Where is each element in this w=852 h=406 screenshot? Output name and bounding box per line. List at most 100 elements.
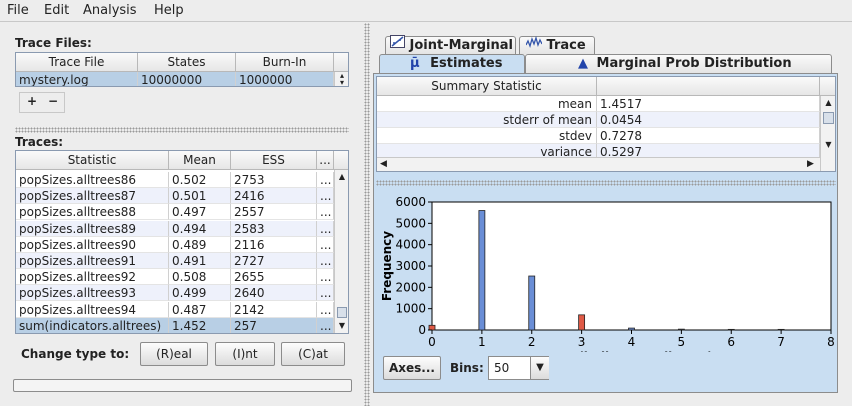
y-tick-label: 5000 [395,216,426,230]
trace-files-header: Trace File States Burn-In [16,53,348,72]
int-type-button[interactable]: (I)nt [215,342,275,366]
scroll-up-arrow-icon[interactable]: ▲ [338,172,346,181]
summary-stat-value: 1.4517 [597,96,820,112]
table-row[interactable]: popSizes.alltrees88 0.497 2557... [16,204,334,221]
summary-vscroll[interactable]: ▲ ▼ [820,96,835,171]
estimates-panel: Summary Statistic mean 1.4517 stderr of me… [373,73,838,393]
triangle-icon: ▲ [578,56,588,71]
tab-estimates[interactable]: μ̄ Estimates [379,54,525,73]
table-cell: 0.499 [169,285,231,302]
table-row[interactable]: popSizes.alltrees86 0.502 2753... [16,172,334,188]
progress-bar [13,379,352,392]
table-row[interactable]: popSizes.alltrees92 0.508 2655... [16,269,334,286]
histogram-bar [677,328,685,331]
remove-file-button[interactable]: − [47,94,59,108]
x-tick-label: 0 [428,335,436,349]
menu-edit[interactable]: Edit [44,3,70,18]
col-states[interactable]: States [138,53,236,72]
table-cell: ... [317,269,334,286]
col-mean[interactable]: Mean [169,151,231,170]
summary-row[interactable]: stdev 0.7278 [377,128,820,144]
tab-marginal-prob[interactable]: ▲ Marginal Prob Distribution [525,54,832,73]
table-cell: popSizes.alltrees88 [16,204,169,221]
table-cell: 0.494 [169,220,231,237]
scroll-up-arrow-icon[interactable]: ▲ [825,98,832,107]
trace-file-name: mystery.log [16,72,138,86]
split-divider[interactable] [15,127,349,133]
table-row[interactable]: popSizes.alltrees89 0.494 2583... [16,220,334,237]
real-type-button[interactable]: (R)eal [140,342,208,366]
histogram-bar [578,314,586,331]
y-tick-label: 4000 [395,238,426,252]
scroll-down-arrow-icon[interactable]: ▼ [338,321,346,330]
estimates-split-divider[interactable] [376,180,836,186]
x-tick-label: 3 [578,335,586,349]
menu-help[interactable]: Help [154,3,184,18]
scroll-left-arrow-icon[interactable]: ◀ [380,159,387,169]
col-summary-value[interactable] [597,77,820,96]
menu-analysis[interactable]: Analysis [83,3,137,18]
table-row[interactable]: popSizes.alltrees91 0.491 2727... [16,253,334,269]
table-cell: ... [317,220,334,237]
table-cell: 2655 [231,269,317,286]
tab-estimates-label: Estimates [430,56,503,71]
trace-file-row[interactable]: mystery.log 10000000 1000000 [16,72,334,86]
scroll-up-arrow-icon[interactable]: ▴ [339,71,344,80]
scroll-down-arrow-icon[interactable]: ▼ [825,140,832,149]
chevron-down-icon[interactable]: ▼ [530,357,549,379]
col-burn-in[interactable]: Burn-In [236,53,334,72]
summary-row[interactable]: mean 1.4517 [377,96,820,112]
summary-scroll-thumb[interactable] [823,112,834,124]
trace-files-label: Trace Files: [15,36,92,50]
table-cell: ... [317,317,334,333]
tab-trace[interactable]: Trace [519,35,595,54]
bins-select[interactable]: 50 ▼ [488,356,549,380]
y-tick-label: 1000 [395,302,426,316]
cat-type-button[interactable]: (C)at [281,342,345,366]
table-cell: popSizes.alltrees86 [16,172,169,188]
scatter-icon [390,35,405,53]
col-statistic[interactable]: Statistic [16,151,169,170]
tab-joint-marginal[interactable]: Joint-Marginal [385,35,516,54]
table-cell: 0.489 [169,236,231,253]
right-panel: Joint-Marginal Trace μ̄ Estimates ▲ Marg… [370,23,852,406]
scroll-down-arrow-icon[interactable]: ▾ [339,78,344,87]
summary-header: Summary Statistic [377,77,835,96]
col-summary-statistic[interactable]: Summary Statistic [377,77,597,96]
summary-hscroll[interactable]: ◀ ▶ [377,157,820,171]
menu-file[interactable]: File [7,3,29,18]
table-cell: 0.487 [169,301,231,318]
col-more[interactable]: ... [317,151,334,170]
add-file-button[interactable]: + [26,94,38,108]
traces-scrollbar[interactable]: ▲ ▼ [334,170,348,333]
table-row[interactable]: popSizes.alltrees90 0.489 2116... [16,236,334,253]
bins-value: 50 [494,361,510,375]
table-cell: 0.502 [169,172,231,188]
table-cell: ... [317,253,334,269]
y-tick-label: 0 [418,323,426,337]
y-tick-label: 3000 [395,259,426,273]
col-trace-file[interactable]: Trace File [16,53,138,72]
table-cell: 2116 [231,236,317,253]
trace-file-burnin: 1000000 [236,72,334,86]
table-row[interactable]: popSizes.alltrees94 0.487 2142... [16,301,334,318]
table-row[interactable]: popSizes.alltrees93 0.499 2640... [16,285,334,302]
x-tick-label: 6 [727,335,735,349]
x-tick-label: 2 [528,335,536,349]
table-cell: 1.452 [169,317,231,333]
trace-files-scrollbar[interactable]: ▴ ▾ [334,71,348,87]
mu-icon: μ̄ [410,56,420,71]
table-row[interactable]: popSizes.alltrees87 0.501 2416... [16,188,334,205]
summary-row[interactable]: stderr of mean 0.0454 [377,112,820,128]
table-row[interactable]: sum(indicators.alltrees) 1.452 257... [16,317,334,333]
scroll-thumb[interactable] [337,307,347,318]
vertical-split-divider[interactable] [364,23,370,406]
summary-stat-name: stderr of mean [377,112,597,128]
table-cell: 2416 [231,188,317,205]
trace-line-icon [525,35,543,53]
histogram-bar [628,327,635,331]
y-tick-label: 2000 [395,280,426,294]
col-ess[interactable]: ESS [231,151,317,170]
scroll-right-arrow-icon[interactable]: ▶ [807,159,814,169]
axes-button[interactable]: Axes... [383,356,441,380]
